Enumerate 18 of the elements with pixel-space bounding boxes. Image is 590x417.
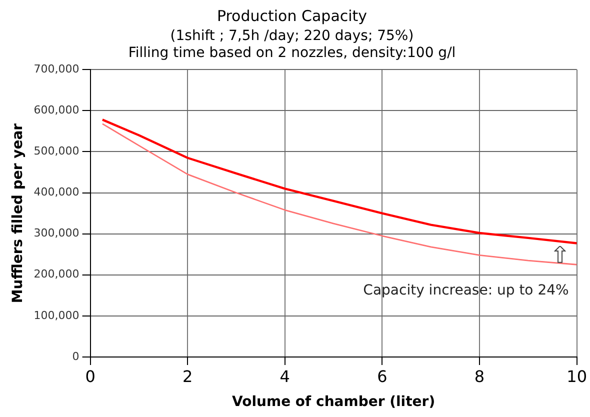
y-tick-label: 100,000 (34, 308, 80, 322)
x-tick-label: 4 (280, 366, 290, 386)
chart-title: Production Capacity (216, 6, 368, 25)
x-tick-label: 0 (85, 366, 96, 386)
y-tick-label: 200,000 (34, 268, 80, 281)
y-tick-label: 600,000 (34, 104, 80, 117)
x-tick-label: 6 (377, 366, 388, 386)
x-axis-title: Volume of chamber (liter) (232, 394, 436, 410)
y-tick-label: 400,000 (34, 186, 80, 199)
x-tick-label: 8 (474, 366, 485, 386)
y-axis-title: Mufflers filled per year (10, 123, 26, 304)
x-tick-label: 10 (566, 366, 587, 386)
chart-subtitle: (1shift ; 7,5h /day; 220 days; 75%) Filling time based on 2 nozzles, density:100 g/l (128, 28, 456, 61)
y-tick-label: 700,000 (34, 62, 80, 76)
y-tick-label: 500,000 (34, 144, 80, 158)
x-tick-label: 2 (182, 366, 193, 386)
y-tick-label: 0 (72, 350, 80, 363)
y-tick-label: 300,000 (34, 226, 80, 240)
